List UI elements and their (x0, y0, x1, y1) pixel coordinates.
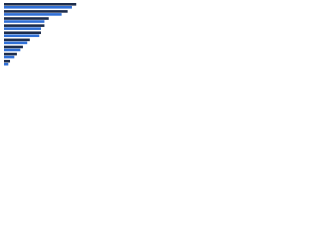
bar (4, 13, 62, 16)
bar (4, 62, 9, 66)
bar (4, 10, 68, 13)
bar (4, 3, 77, 6)
bar (4, 38, 30, 42)
page: (() => { const data = JSON.parse(documen… (0, 0, 320, 71)
bar (4, 27, 41, 30)
bar (4, 17, 49, 20)
bar (4, 59, 11, 63)
bar (4, 52, 17, 56)
bar (4, 55, 15, 59)
bar (4, 20, 45, 23)
bar (4, 24, 45, 27)
chart (4, 3, 77, 66)
bar (4, 48, 21, 52)
bar (4, 45, 23, 49)
bar (4, 41, 28, 45)
bar (4, 6, 72, 9)
bar (4, 34, 40, 38)
bar (4, 31, 41, 35)
